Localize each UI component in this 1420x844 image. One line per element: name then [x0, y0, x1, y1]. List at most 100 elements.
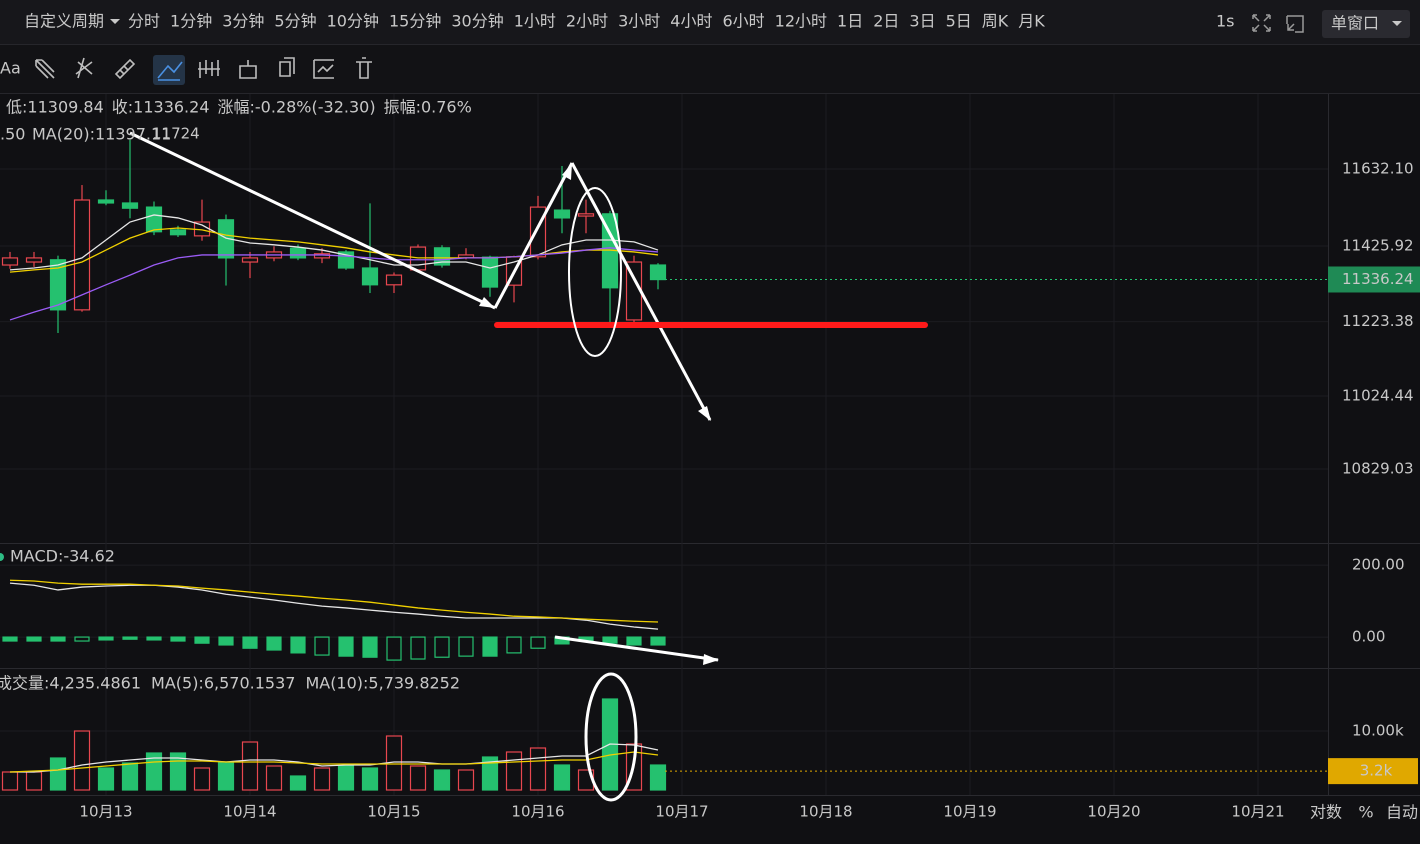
period-button[interactable]: 15分钟 [389, 12, 441, 31]
period-button[interactable]: 1分钟 [170, 12, 212, 31]
axis-option[interactable]: 自动 [1386, 803, 1418, 822]
trend-tool[interactable] [157, 61, 183, 81]
candle-body [553, 209, 571, 219]
candle-body [25, 257, 43, 263]
period-button[interactable]: 自定义周期 [24, 12, 104, 31]
macd-bar [242, 636, 258, 649]
info-value: 11309.84 [27, 98, 103, 117]
fib-tool[interactable] [35, 59, 55, 79]
period-button[interactable]: 月K [1018, 12, 1045, 31]
macd-dot [0, 553, 4, 561]
macd-bar [386, 636, 402, 661]
macd-bar [530, 636, 546, 649]
candle-body [49, 259, 67, 311]
volume-bar [241, 741, 259, 791]
y-tick-label: 10.00k [1352, 722, 1404, 740]
macd-bar [218, 636, 234, 646]
volume-bar [649, 764, 667, 791]
x-tick-label: 10月14 [223, 803, 276, 821]
candle-body [241, 257, 259, 263]
interval-label[interactable]: 1s [1216, 12, 1235, 31]
high-label: 11724 [152, 125, 200, 143]
x-tick-label: 10月21 [1231, 803, 1284, 821]
macd-bar [122, 636, 138, 640]
pattern-tool[interactable] [75, 57, 93, 79]
text-tool[interactable]: Aa [0, 59, 21, 78]
period-button[interactable]: 3日 [909, 12, 935, 31]
macd-bar [602, 636, 618, 644]
info-value: 11336.24 [133, 98, 209, 117]
volume-bar [337, 765, 355, 791]
popout-icon[interactable] [1286, 15, 1304, 33]
annotations [129, 131, 928, 802]
volume-bar [73, 730, 91, 791]
indicator-tool[interactable] [313, 59, 334, 79]
y-tick-label: 11223.38 [1342, 312, 1414, 330]
period-button[interactable]: 1小时 [514, 12, 556, 31]
period-button[interactable]: 3分钟 [222, 12, 264, 31]
last-price-label: 11336.24 [1342, 270, 1414, 288]
volume-label: MA(5):6,570.1537 [151, 674, 295, 693]
period-button[interactable]: 分时 [128, 12, 160, 31]
volume-bar [361, 767, 379, 791]
macd-bar [362, 636, 378, 658]
period-button[interactable]: 12小时 [775, 12, 827, 31]
tool-bar [0, 45, 1420, 93]
ruler-tool[interactable] [114, 58, 136, 80]
y-tick-label: 200.00 [1352, 556, 1405, 574]
volume-bar [265, 765, 283, 791]
macd-bar [266, 636, 282, 651]
volume-label: 成交量:4,235.4861 [0, 674, 141, 693]
text-layer: 自定义周期 分时 1分钟 3分钟 5分钟 10分钟 15分钟 30分钟 1小时 2小时 3小时 4小时… [0, 12, 1420, 822]
fullscreen-icon[interactable] [1252, 14, 1271, 32]
macd-bar [482, 636, 498, 657]
period-button[interactable]: 5分钟 [274, 12, 316, 31]
period-button[interactable]: 30分钟 [451, 12, 503, 31]
window-icons[interactable] [1252, 14, 1304, 33]
macd-bar [650, 636, 666, 646]
axis-option[interactable]: 对数 [1310, 803, 1342, 822]
period-button[interactable]: 6小时 [722, 12, 764, 31]
info-key: 振幅: [384, 98, 421, 117]
drawing-tools [35, 55, 372, 85]
volume-tag [1328, 758, 1418, 785]
volume-bar [1, 771, 19, 791]
copy-tool[interactable] [279, 57, 295, 77]
lock-tool[interactable] [239, 60, 257, 79]
ma-line [9, 214, 659, 271]
annotation-arrow [554, 635, 719, 662]
info-key: 低: [6, 98, 27, 117]
axis-option[interactable]: % [1358, 803, 1373, 822]
window-select-label[interactable]: 单窗口 [1331, 14, 1379, 33]
period-button[interactable]: 5日 [946, 12, 972, 31]
candle-body [1, 257, 19, 266]
period-button[interactable]: 10分钟 [327, 12, 379, 31]
ma20-label: MA(20):11397.11 [32, 125, 171, 144]
delete-tool[interactable] [356, 57, 372, 79]
volume-tag-label: 3.2k [1360, 762, 1393, 780]
y-tick-label: 10829.03 [1342, 460, 1414, 478]
period-button[interactable]: 2日 [873, 12, 899, 31]
macd-bar [50, 636, 66, 642]
arrow-head [562, 163, 572, 180]
arrow-head [703, 654, 719, 665]
period-button[interactable]: 4小时 [670, 12, 712, 31]
candle-tool[interactable] [198, 60, 220, 78]
volume-bar [121, 762, 139, 791]
active-tool-bg[interactable] [153, 55, 185, 85]
x-tick-label: 10月17 [655, 803, 708, 821]
macd-line [9, 579, 659, 623]
candle-body [121, 202, 139, 209]
highlight-ellipse [584, 672, 638, 802]
volume-bar [289, 775, 307, 791]
period-button[interactable]: 周K [982, 12, 1009, 31]
volume-bar [217, 761, 235, 791]
macd-bar [290, 636, 306, 654]
window-select[interactable] [1322, 10, 1410, 38]
period-button[interactable]: 3小时 [618, 12, 660, 31]
period-button[interactable]: 1日 [837, 12, 863, 31]
info-key: 涨幅: [218, 98, 255, 117]
period-button[interactable]: 2小时 [566, 12, 608, 31]
x-tick-label: 10月13 [79, 803, 132, 821]
